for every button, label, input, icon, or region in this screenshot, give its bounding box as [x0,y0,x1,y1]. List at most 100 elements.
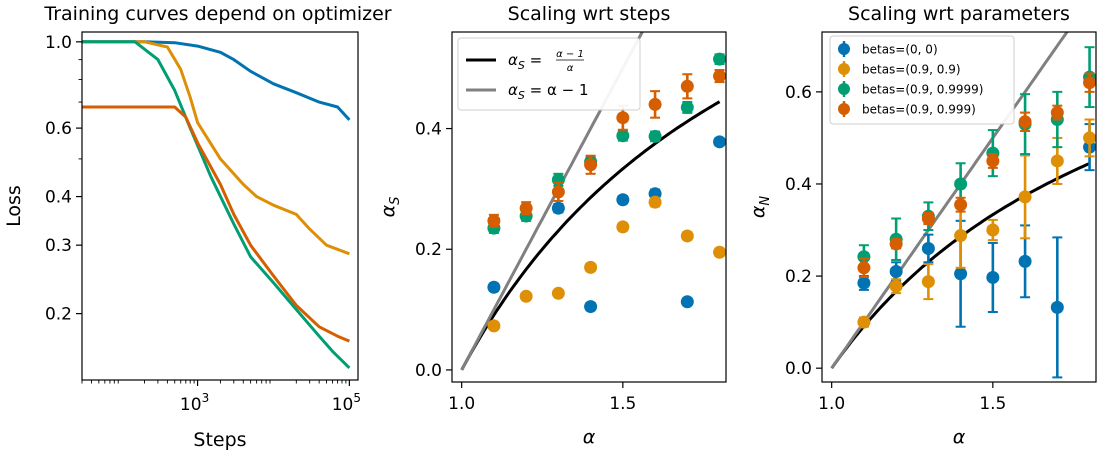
loss-curve-1 [82,40,350,256]
params-y-tick-label-3: 0.6 [785,83,812,103]
steps-x-tick-label-0: 1.0 [448,394,475,414]
steps-point-3-7 [713,69,727,83]
loss-x-label: Steps [193,429,246,451]
steps-title: Scaling wrt steps [508,3,671,25]
steps-point-3-2 [551,185,565,199]
steps-legend-1-sub: S [518,89,525,102]
steps-point-1-5 [648,195,662,209]
steps-legend-1-rest: = α − 1 [525,81,589,99]
params-panel: Scaling wrt parameters 1.0 1.5 0.0 0.2 0.4 0.6… [747,3,1097,448]
loss-x-tick-base-1: 10 [332,395,354,415]
steps-ref-line-0 [460,100,721,371]
steps-point-1-6 [680,229,694,243]
steps-point-0-2 [551,201,565,215]
steps-ref-line-1 [460,32,644,371]
loss-panel-title: Training curves depend on optimizer [43,3,391,25]
steps-y-tick-label-0: 0.0 [415,361,442,381]
steps-point-3-3 [584,158,598,172]
loss-y-tick-label-4: 0.2 [45,305,72,325]
params-y-label: αN [747,196,773,219]
steps-point-3-1 [519,201,533,215]
params-point-1-7 [1083,131,1097,145]
loss-x-tick-exp-0: 3 [202,391,210,405]
steps-point-1-7 [713,245,727,259]
params-legend-marker-2 [838,83,850,95]
steps-point-3-6 [680,79,694,93]
params-point-0-4 [986,270,1000,284]
loss-y-tick-label-0: 1.0 [45,33,72,53]
steps-legend-0-main: α [508,51,518,69]
params-y-tick-label-0: 0.0 [785,359,812,379]
steps-point-1-0 [487,319,501,333]
steps-point-3-0 [487,214,501,228]
loss-plot-frame [81,31,359,381]
params-x-tick-label-1: 1.5 [979,394,1006,414]
params-legend-label-3: betas=(0.9, 0.999) [862,103,976,117]
steps-x-label: α [583,426,596,448]
steps-point-1-3 [584,260,598,274]
loss-x-tick-label-0: 103 [180,391,209,415]
steps-legend-1-main: α [508,81,518,99]
steps-x-tick-label-1: 1.5 [609,394,636,414]
params-point-3-3 [954,198,968,212]
params-point-3-7 [1083,76,1097,90]
loss-y-label: Loss [3,185,25,227]
steps-point-0-3 [584,300,598,314]
steps-legend-0-num: α − 1 [556,49,584,60]
params-legend-marker-3 [838,103,850,115]
params-point-1-4 [986,223,1000,237]
params-legend-label-2: betas=(0.9, 0.9999) [862,83,983,97]
steps-point-3-5 [648,97,662,111]
params-point-3-5 [1018,115,1032,129]
params-y-tick-label-1: 0.2 [785,267,812,287]
params-x-label: α [953,426,966,448]
steps-point-0-7 [713,135,727,149]
params-frame [821,31,1097,383]
steps-legend-label-0: αS = [508,51,542,72]
loss-x-tick-exp-1: 5 [353,391,361,405]
steps-point-2-4 [616,129,630,143]
params-point-0-2 [921,241,935,255]
params-title: Scaling wrt parameters [848,3,1070,25]
loss-curve-0 [82,40,351,121]
steps-y-tick-label-1: 0.2 [415,240,442,260]
steps-legend-0-sub: S [518,59,525,72]
params-point-1-6 [1050,154,1064,168]
params-point-3-1 [889,237,903,251]
loss-curve-2 [82,40,351,369]
loss-y-tick-label-3: 0.3 [45,236,72,256]
params-legend: betas=(0, 0) betas=(0.9, 0.9) betas=(0.9, … [829,35,1015,125]
steps-point-2-5 [648,129,662,143]
params-point-1-2 [921,275,935,289]
params-point-2-0 [857,250,871,264]
loss-y-tick-label-2: 0.4 [45,188,72,208]
params-legend-label-0: betas=(0, 0) [862,43,938,57]
steps-legend-0-eq: = [525,51,542,69]
params-legend-marker-0 [838,43,850,55]
steps-point-2-6 [680,100,694,114]
params-point-0-6 [1050,300,1064,314]
params-legend-label-1: betas=(0.9, 0.9) [862,63,961,77]
steps-point-1-2 [551,286,565,300]
steps-y-label-sub: S [388,197,403,205]
steps-legend-label-1: αS = α − 1 [508,81,589,102]
loss-x-tick-label-1: 105 [332,391,361,415]
params-point-2-3 [954,177,968,191]
steps-point-0-0 [487,280,501,294]
params-point-0-5 [1018,254,1032,268]
params-point-3-0 [857,261,871,275]
params-point-0-3 [954,267,968,281]
params-point-3-6 [1050,106,1064,120]
params-legend-marker-1 [838,63,850,75]
params-point-3-2 [921,212,935,226]
steps-y-tick-label-2: 0.4 [415,120,442,140]
steps-point-3-4 [616,111,630,125]
params-point-1-1 [889,279,903,293]
steps-y-label: αS [377,197,403,218]
params-legend-box [829,35,1015,125]
params-y-tick-label-2: 0.4 [785,175,812,195]
steps-point-0-6 [680,295,694,309]
params-point-1-0 [857,315,871,329]
